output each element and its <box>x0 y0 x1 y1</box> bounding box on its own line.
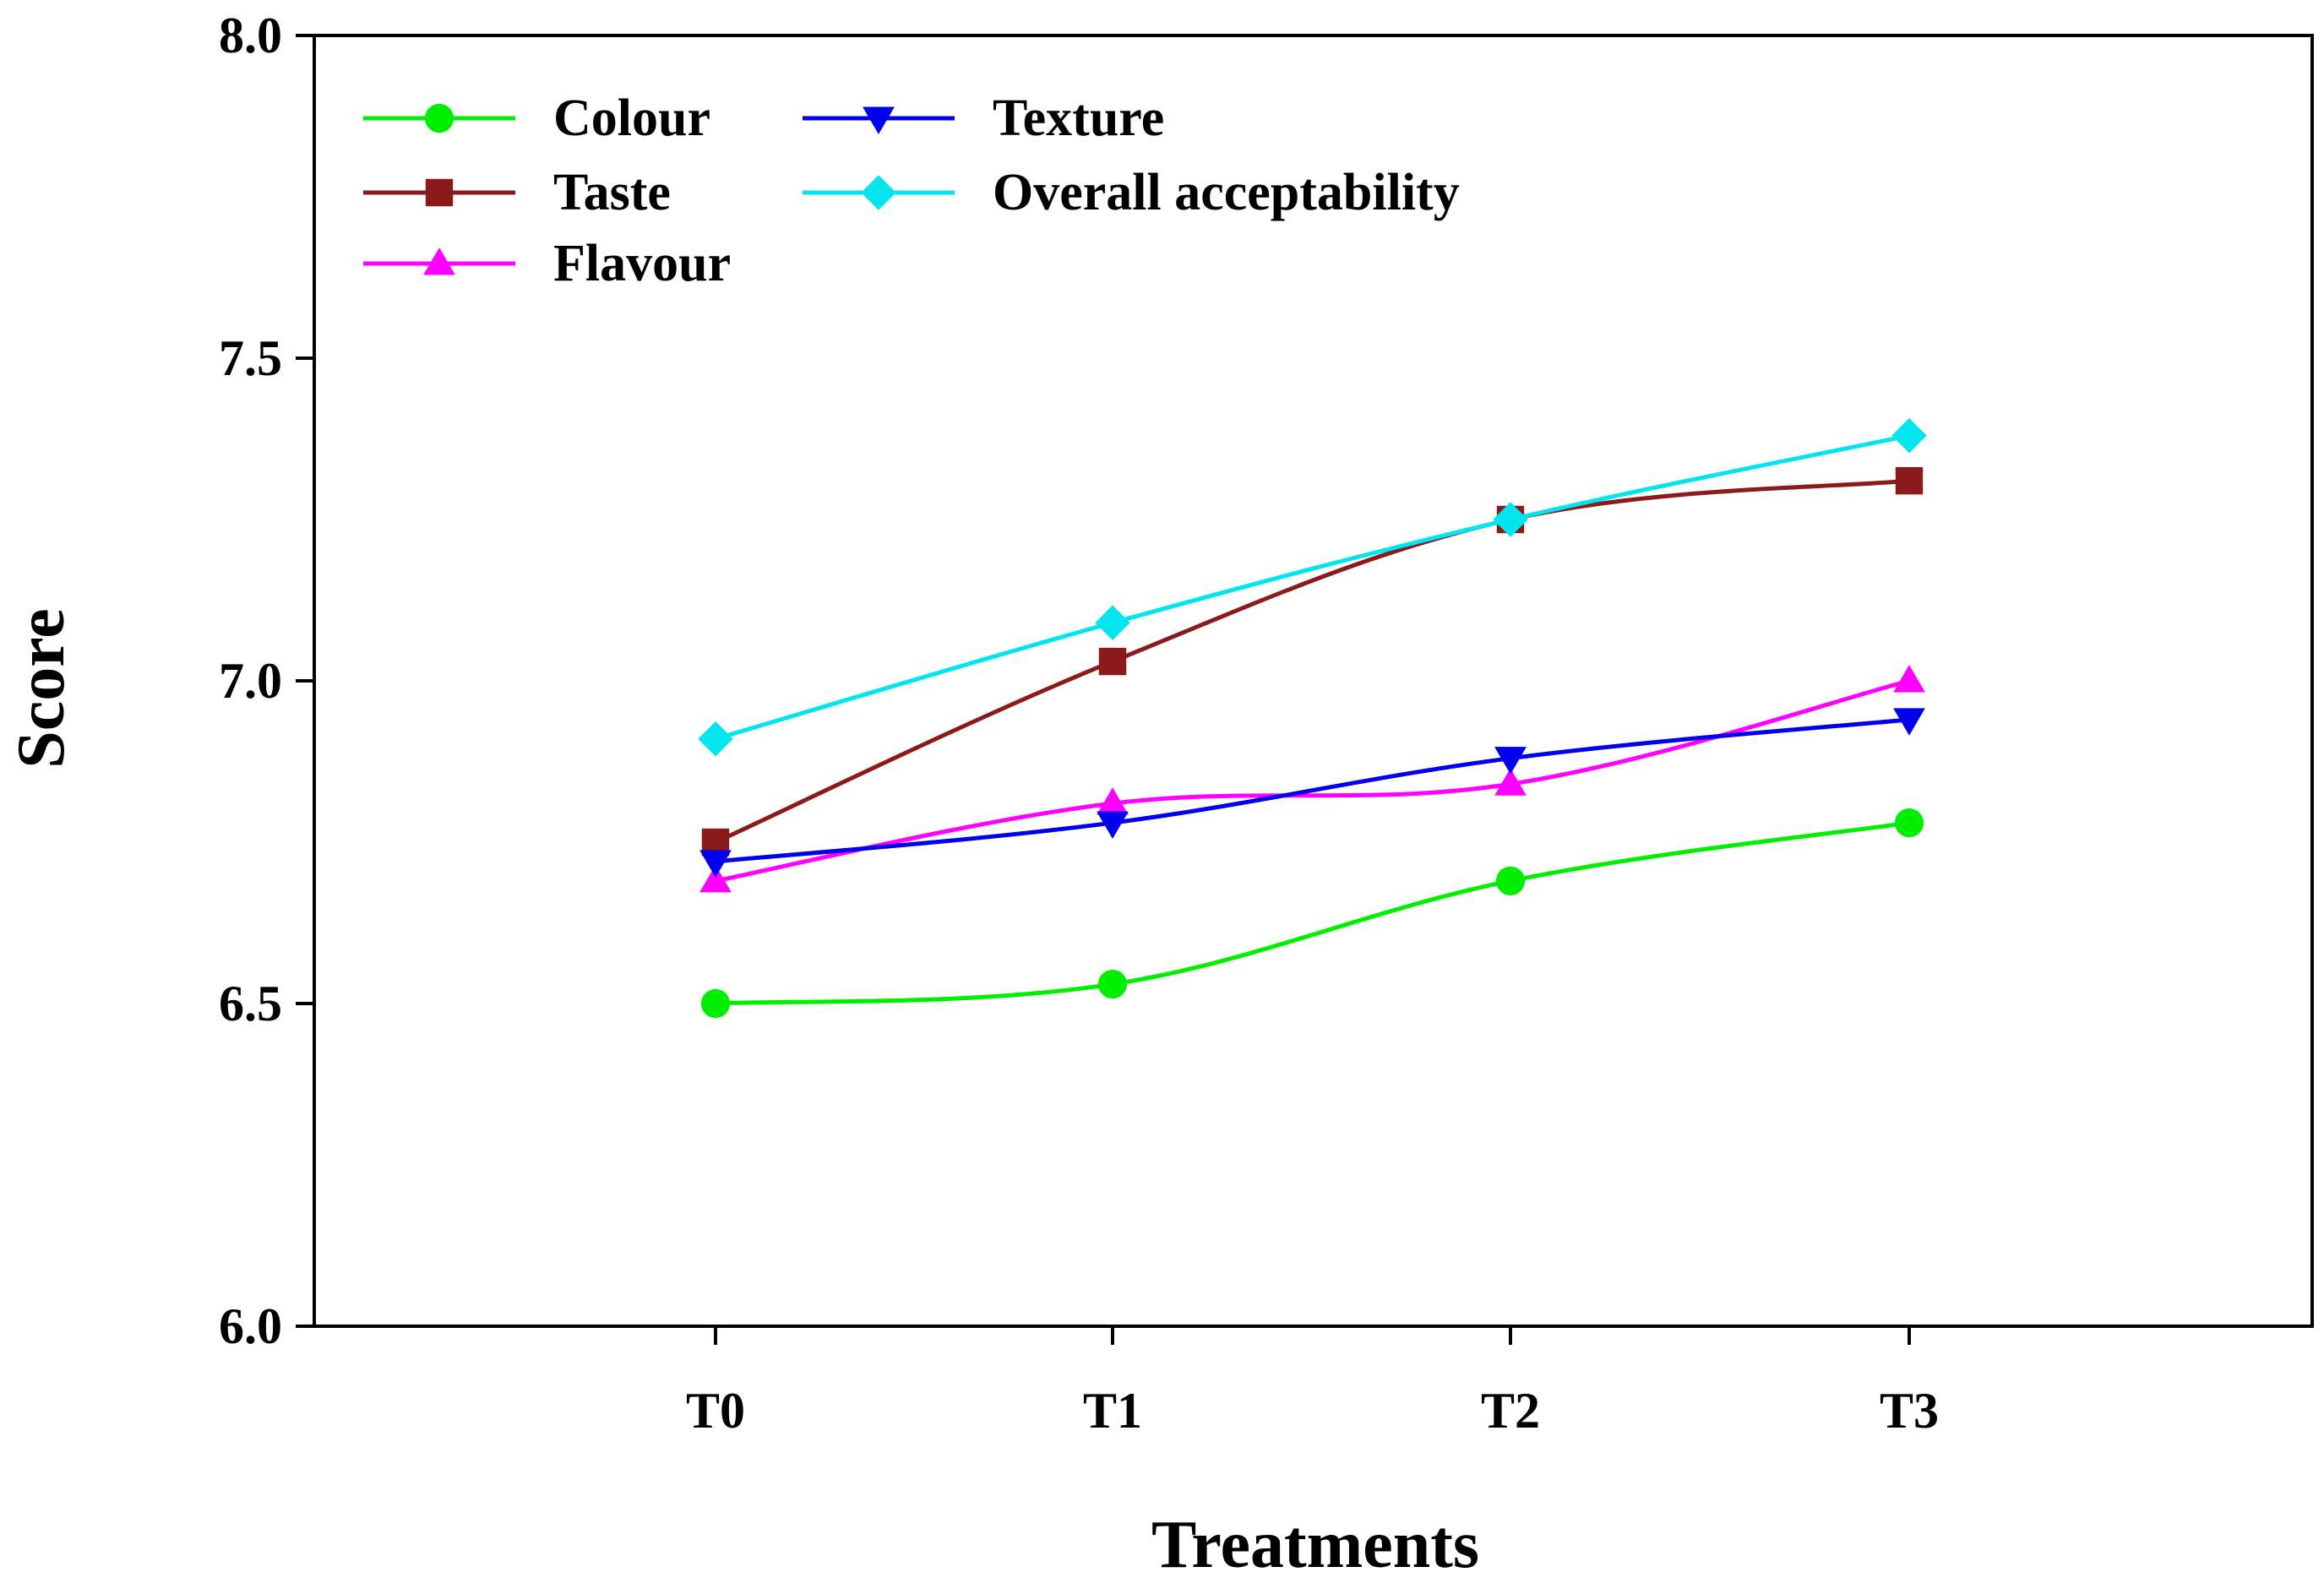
legend-marker <box>425 178 454 207</box>
y-tick-label: 7.0 <box>219 653 282 709</box>
series-line-flavour <box>715 678 1910 884</box>
legend-item-texture: Texture <box>803 90 1164 147</box>
data-point-texture <box>699 850 732 878</box>
x-tick-label: T1 <box>1083 1383 1142 1439</box>
series-colour <box>700 808 1924 1019</box>
legend-label: Texture <box>993 90 1164 147</box>
x-tick-label: T0 <box>686 1383 745 1439</box>
x-tick-label: T2 <box>1481 1383 1540 1439</box>
legend-label: Colour <box>553 90 710 147</box>
y-axis-label: Score <box>4 608 79 769</box>
data-point-colour <box>1097 969 1128 999</box>
data-point-colour <box>1495 866 1526 895</box>
legend-label: Overall acceptability <box>993 164 1460 221</box>
data-point-overall-acceptability <box>1493 502 1528 537</box>
legend-item-taste: Taste <box>363 164 671 221</box>
y-tick-label: 7.5 <box>219 330 282 386</box>
legend-label: Flavour <box>553 235 731 292</box>
y-tick-label: 6.0 <box>219 1298 282 1354</box>
data-point-taste <box>1895 466 1924 495</box>
legend-marker <box>423 248 455 275</box>
data-point-flavour <box>1097 787 1129 815</box>
plot-frame <box>313 34 2314 1328</box>
data-point-colour <box>1894 808 1924 838</box>
legend-item-colour: Colour <box>363 90 710 147</box>
data-point-texture <box>1893 708 1925 736</box>
x-tick-label: T3 <box>1880 1383 1939 1439</box>
y-tick-label: 8.0 <box>219 8 282 63</box>
legend-marker <box>424 103 454 133</box>
y-tick-label: 6.5 <box>219 976 282 1031</box>
series-line-texture <box>715 717 1910 864</box>
x-axis-label: Treatments <box>1151 1508 1479 1582</box>
series-line-colour <box>715 820 1910 1006</box>
data-point-texture <box>1097 811 1129 839</box>
series-line-overall-acceptability <box>715 433 1910 742</box>
data-point-overall-acceptability <box>698 721 733 757</box>
series-flavour <box>699 665 1925 893</box>
data-point-taste <box>1098 647 1127 676</box>
data-point-flavour <box>1494 768 1527 796</box>
data-point-texture <box>1494 747 1527 775</box>
series-layer <box>698 417 1927 1019</box>
legend-marker <box>861 175 896 210</box>
legend-item-flavour: Flavour <box>363 235 731 292</box>
series-line-taste <box>714 478 1910 845</box>
axes: 6.0 6.5 7.0 7.5 8.0 T0 T1 T2 T3 <box>219 8 2314 1439</box>
legend-marker <box>863 106 895 134</box>
legend-item-overall-acceptability: Overall acceptability <box>803 164 1460 221</box>
data-point-flavour <box>1893 665 1925 693</box>
series-overall-acceptability <box>698 417 1927 757</box>
data-point-overall-acceptability <box>1891 417 1927 454</box>
legend: Colour Taste Flavour Texture Overall accepta… <box>363 90 1460 292</box>
data-point-overall-acceptability <box>1095 605 1130 640</box>
series-texture <box>699 708 1925 878</box>
data-point-colour <box>700 988 731 1019</box>
data-point-flavour <box>699 864 732 893</box>
legend-label: Taste <box>553 164 671 221</box>
